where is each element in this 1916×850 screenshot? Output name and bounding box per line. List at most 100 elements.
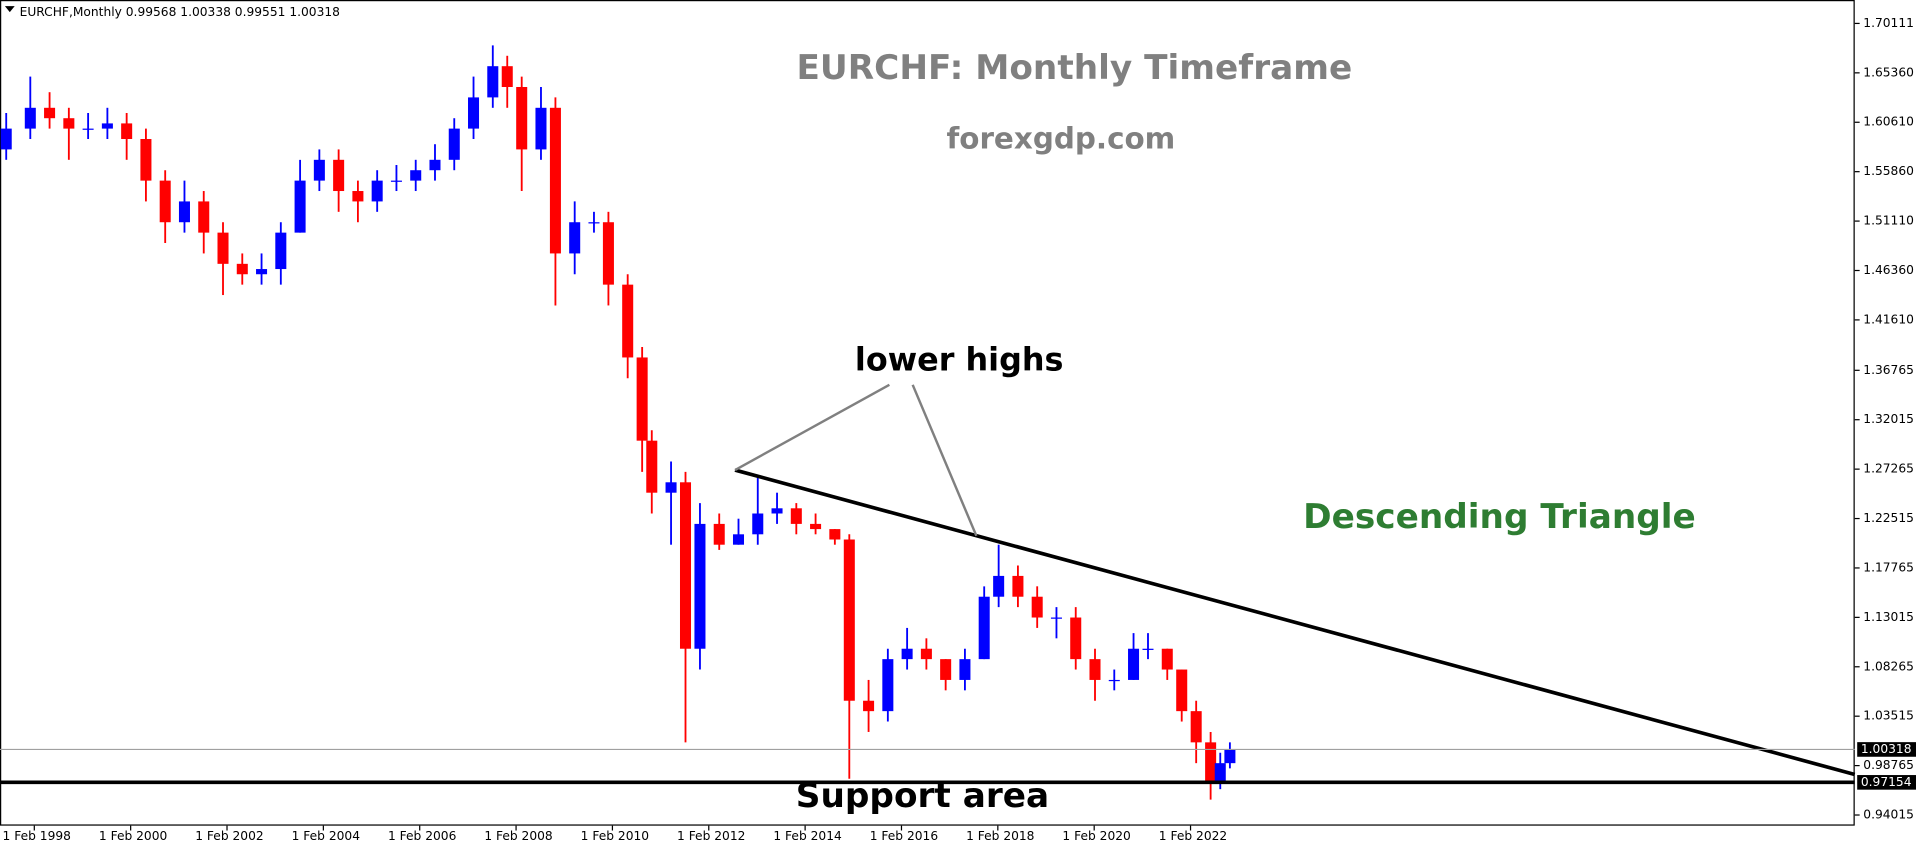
symbol: EURCHF,Monthly 0.99568 1.00338 0.99551 1… [20, 5, 340, 19]
candle-body [549, 107, 561, 254]
x-tick-label: 1 Feb 2014 [773, 829, 842, 843]
y-tick-label: 1.13015 [1863, 610, 1914, 624]
candle-body [516, 86, 528, 150]
x-tick-label: 1 Feb 2010 [581, 829, 649, 843]
y-tick-label: 1.55860 [1863, 164, 1914, 178]
candle-body [1224, 749, 1236, 764]
pointer-line [734, 383, 890, 472]
candle-body [843, 539, 855, 701]
x-tick-label: 1 Feb 2016 [870, 829, 938, 843]
price-tag [1857, 775, 1916, 790]
candle-body [333, 159, 345, 192]
y-tick-label: 0.98765 [1863, 758, 1914, 772]
candle-body [602, 222, 614, 285]
candle-body [993, 575, 1005, 597]
candle-body [275, 232, 287, 270]
candle-body [256, 269, 268, 275]
candle-body [1161, 648, 1173, 670]
candle-body [501, 66, 513, 87]
candle-body [810, 523, 822, 530]
header-low: 0.99551 [235, 5, 286, 19]
candle-body [236, 263, 248, 275]
x-tick-label: 1 Feb 2020 [1062, 829, 1130, 843]
price-tag-label: 0.97154 [1861, 775, 1912, 789]
candle-body [713, 523, 725, 545]
header-open: 0.99568 [126, 5, 177, 19]
candle-body [352, 191, 364, 202]
candle-body [217, 232, 229, 264]
candle-body [978, 596, 990, 660]
candle-body [121, 123, 133, 140]
candle-body [1214, 763, 1226, 784]
candle-body [752, 513, 764, 535]
symbol-name: EURCHF,Monthly [20, 5, 122, 19]
candle-body [448, 128, 460, 160]
x-tick-label: 1 Feb 1998 [3, 829, 71, 843]
candle-body [82, 128, 94, 130]
y-tick-label: 1.46360 [1863, 263, 1914, 277]
candle-body [159, 180, 171, 223]
candle-body [1176, 669, 1188, 712]
candle-body [882, 659, 894, 712]
y-tick-label: 1.70111 [1863, 16, 1914, 30]
candle-body [390, 180, 402, 182]
plot-frame [0, 0, 1855, 826]
candle-body [294, 180, 306, 233]
candle-body [44, 107, 56, 119]
candle-body [1190, 711, 1202, 743]
x-tick-label: 1 Feb 2008 [484, 829, 552, 843]
y-tick-label: 1.03515 [1863, 709, 1914, 723]
candle-body [198, 201, 210, 233]
candle-body [1070, 617, 1082, 660]
candle-body [732, 534, 745, 545]
price-tag-label: 1.00318 [1861, 742, 1912, 756]
y-tick-label: 1.51110 [1863, 214, 1914, 228]
y-tick-label: 1.36765 [1863, 363, 1914, 377]
x-tick-label: 1 Feb 2006 [388, 829, 456, 843]
candle-body [468, 97, 480, 129]
candle-body [1031, 596, 1043, 618]
y-tick-label: 1.65360 [1863, 65, 1914, 79]
y-tick-label: 0.94015 [1863, 808, 1914, 822]
candle-body [1142, 648, 1154, 650]
candle-body [665, 482, 677, 493]
candle-body [371, 180, 383, 202]
y-tick-label: 1.60610 [1863, 115, 1914, 129]
header-high: 1.00338 [180, 5, 231, 19]
candle-body [24, 107, 36, 129]
candle-body [429, 159, 441, 171]
annotation: Descending Triangle [1303, 497, 1696, 537]
candle-body [588, 222, 600, 224]
candle-body [63, 118, 75, 129]
y-tick-label: 1.17765 [1863, 560, 1914, 574]
trend-line [734, 468, 1856, 777]
candle-body [140, 139, 152, 181]
annotation: lower highs [855, 343, 1064, 379]
y-tick-label: 1.27265 [1863, 462, 1914, 476]
candle-body [1012, 575, 1024, 597]
candle-body [920, 648, 932, 660]
candle-body [1205, 742, 1217, 784]
candle-body [636, 357, 648, 441]
candle-body [790, 508, 802, 524]
candle-body [901, 648, 913, 660]
candle-body [694, 523, 706, 649]
marks [0, 45, 1236, 800]
y-tick-label: 1.08265 [1863, 659, 1914, 673]
candle-body [646, 440, 658, 493]
y-tick-label: 1.41610 [1863, 312, 1914, 326]
subtitle: forexgdp.com [946, 122, 1175, 156]
price-tag [1857, 742, 1916, 757]
candle-body [940, 659, 952, 680]
candle-body [622, 284, 634, 358]
candle-body [1108, 679, 1120, 682]
candle-body [101, 123, 113, 129]
header-close: 1.00318 [289, 5, 340, 19]
candle-body [0, 128, 12, 150]
candle-body [959, 659, 971, 680]
x-tick-label: 1 Feb 2012 [677, 829, 745, 843]
x-tick-label: 1 Feb 2004 [292, 829, 361, 843]
candle-body [410, 170, 422, 181]
